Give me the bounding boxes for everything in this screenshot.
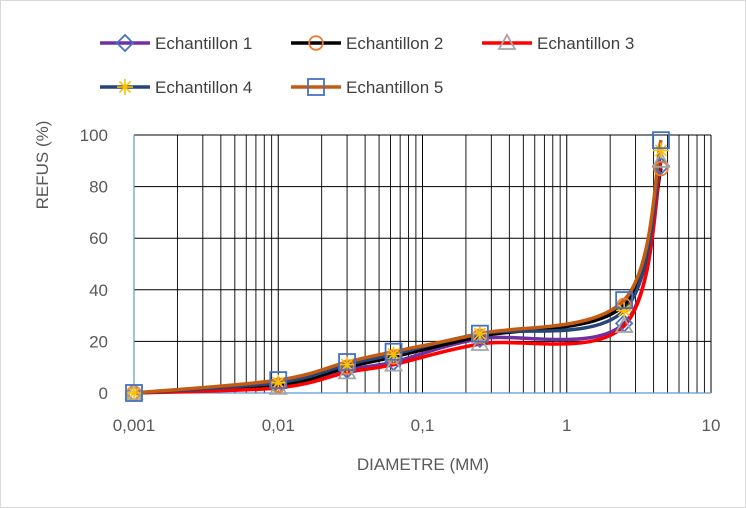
x-tick-label: 0,001 — [113, 416, 156, 435]
legend-label: Echantillon 1 — [155, 34, 252, 53]
data-point — [652, 142, 669, 159]
data-point-stroke — [340, 358, 354, 371]
y-tick-label: 100 — [80, 126, 108, 145]
tick-labels: 0 20 40 60 80 100 0,001 0,01 0,1 1 10 — [80, 126, 721, 435]
data-point — [337, 362, 357, 380]
data-point-stroke — [127, 386, 141, 400]
legend-item: Echantillon 2 — [291, 34, 443, 53]
data-point-stroke — [473, 327, 487, 340]
series-line — [133, 168, 663, 395]
series-2 — [133, 168, 663, 395]
data-point — [653, 160, 669, 177]
legend-label: Echantillon 5 — [346, 78, 443, 97]
data-point — [384, 354, 404, 372]
y-tick-label: 80 — [89, 178, 108, 197]
data-point-stroke — [654, 144, 668, 157]
series-5-markers — [125, 131, 670, 402]
legend-label: Echantillon 2 — [346, 34, 443, 53]
data-point — [125, 384, 143, 402]
y-tick-label: 60 — [89, 229, 108, 248]
y-tick-label: 20 — [89, 332, 108, 351]
legend-item: Echantillon 3 — [482, 33, 634, 53]
data-point-stroke — [617, 304, 631, 317]
data-point — [616, 302, 633, 319]
data-point — [338, 353, 356, 371]
x-tick-label: 0,1 — [411, 416, 435, 435]
grid — [133, 134, 712, 394]
data-point — [471, 325, 488, 342]
data-point — [115, 33, 135, 53]
data-point — [117, 79, 133, 95]
data-point — [652, 131, 670, 150]
x-tick-label: 1 — [562, 416, 571, 435]
data-point-stroke — [118, 80, 132, 94]
y-axis-title: REFUS (%) — [33, 121, 52, 210]
y-tick-label: 40 — [89, 281, 108, 300]
data-point — [269, 371, 288, 390]
legend-item: Echantillon 4 — [100, 78, 252, 97]
x-tick-label: 10 — [702, 416, 721, 435]
data-point — [614, 316, 634, 333]
data-point — [497, 33, 517, 50]
data-point — [470, 334, 490, 351]
legend-label: Echantillon 3 — [537, 34, 634, 53]
data-point — [615, 291, 634, 310]
series-layer — [124, 131, 671, 403]
data-point — [308, 35, 324, 51]
x-axis-title: DIAMETRE (MM) — [357, 455, 489, 474]
legend-label: Echantillon 4 — [155, 78, 252, 97]
series-4-markers — [126, 142, 669, 401]
data-point-stroke — [272, 376, 285, 389]
legend-item: Echantillon 5 — [291, 78, 443, 97]
data-point — [307, 78, 325, 96]
series-3-markers — [124, 150, 671, 400]
legend-item: Echantillon 1 — [100, 33, 252, 53]
legend: Echantillon 1 Echantillon 2 Echantillon 3 E… — [100, 33, 634, 97]
data-point — [651, 150, 671, 168]
data-point — [384, 342, 403, 361]
data-point — [126, 385, 142, 401]
x-tick-label: 0,01 — [262, 416, 295, 435]
data-point — [471, 324, 489, 343]
y-tick-label: 0 — [99, 384, 108, 403]
data-point — [470, 329, 490, 349]
data-point-stroke — [387, 348, 400, 361]
